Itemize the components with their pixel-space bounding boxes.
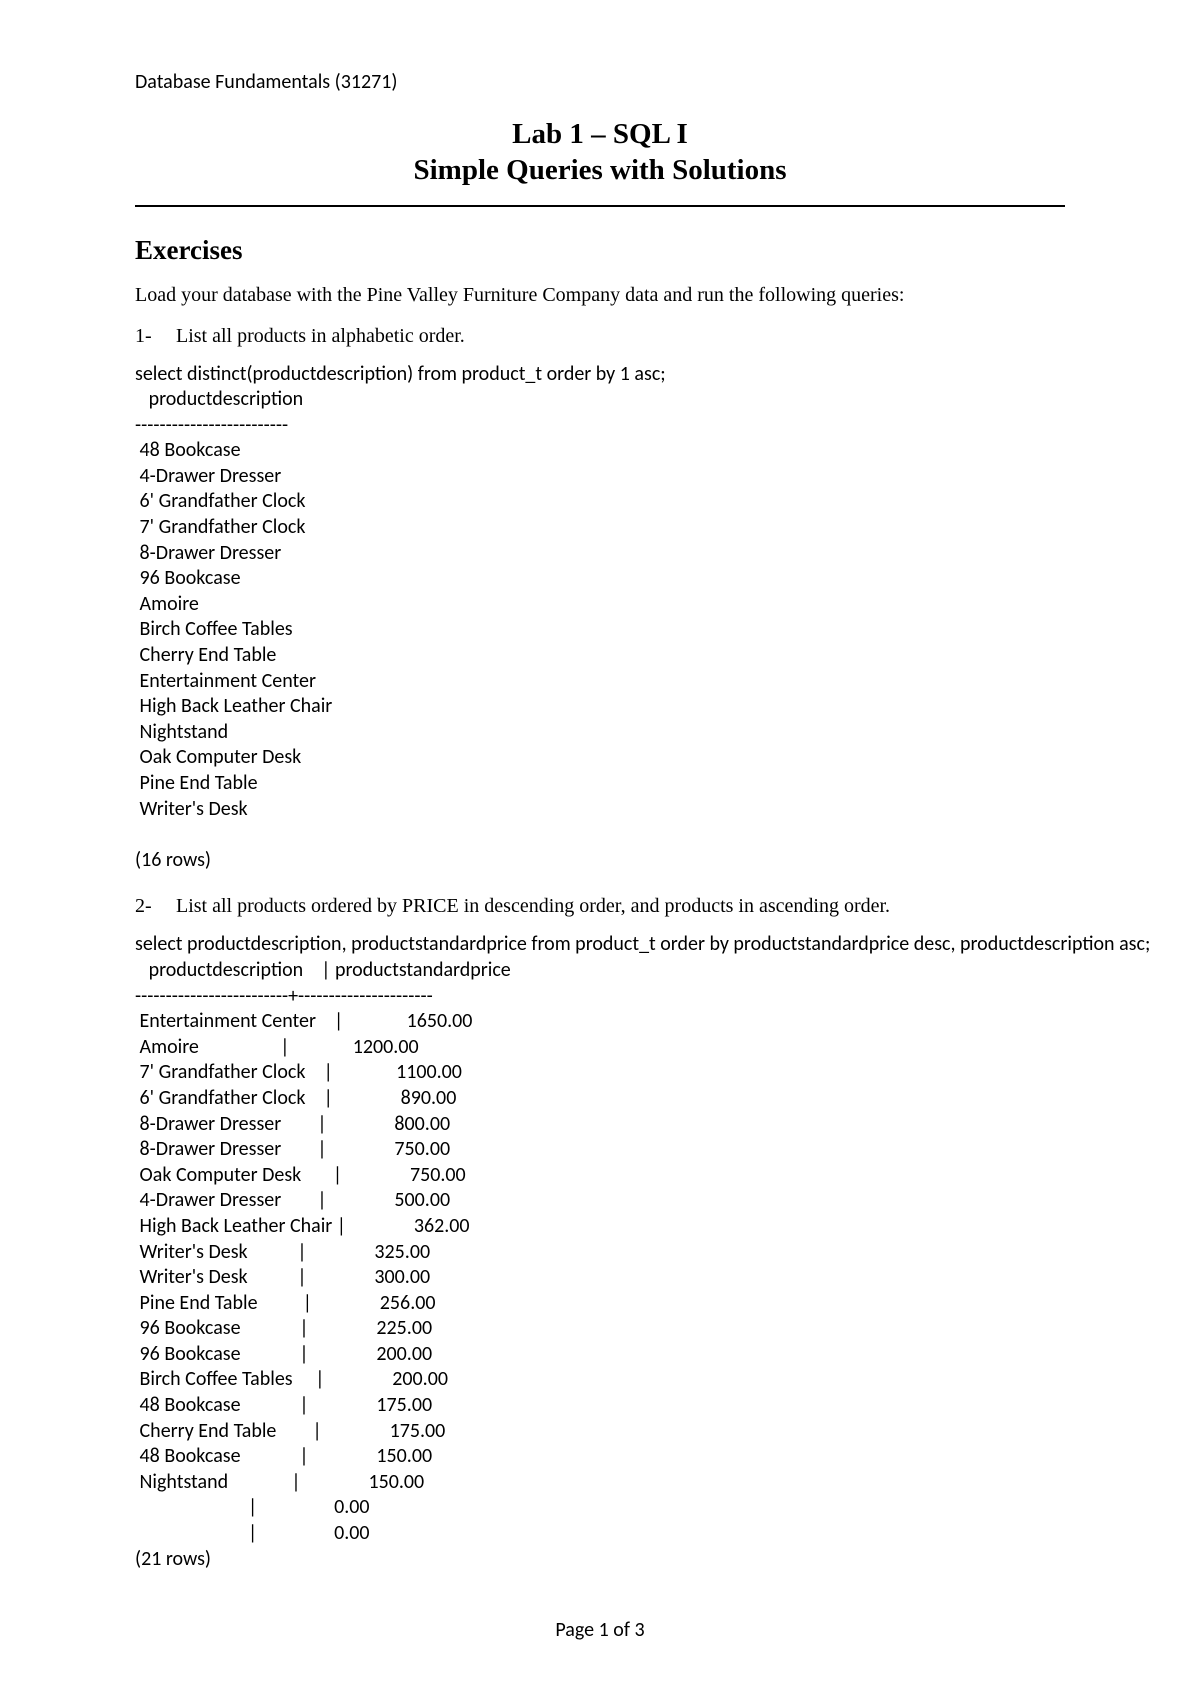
course-header: Database Fundamentals (31271) [135,70,1065,94]
exercise-1-output: select distinct(productdescription) from… [135,362,1065,874]
exercise-2-text: List all products ordered by PRICE in de… [176,895,890,917]
exercise-1-text: List all products in alphabetic order. [176,325,465,347]
lab-title-line1: Lab 1 – SQL I [135,116,1065,152]
intro-instruction: Load your database with the Pine Valley … [135,284,1065,307]
section-heading-exercises: Exercises [135,235,1065,266]
exercise-1: 1- List all products in alphabetic order… [135,325,1065,348]
exercise-2: 2- List all products ordered by PRICE in… [135,895,1065,918]
lab-title: Lab 1 – SQL I Simple Queries with Soluti… [135,116,1065,189]
exercise-2-number: 2- [135,895,171,918]
page-number: Page 1 of 3 [0,1618,1200,1642]
exercise-2-output: select productdescription, productstanda… [135,932,1065,1572]
title-divider [135,205,1065,207]
exercise-1-number: 1- [135,325,171,348]
lab-title-line2: Simple Queries with Solutions [135,152,1065,188]
